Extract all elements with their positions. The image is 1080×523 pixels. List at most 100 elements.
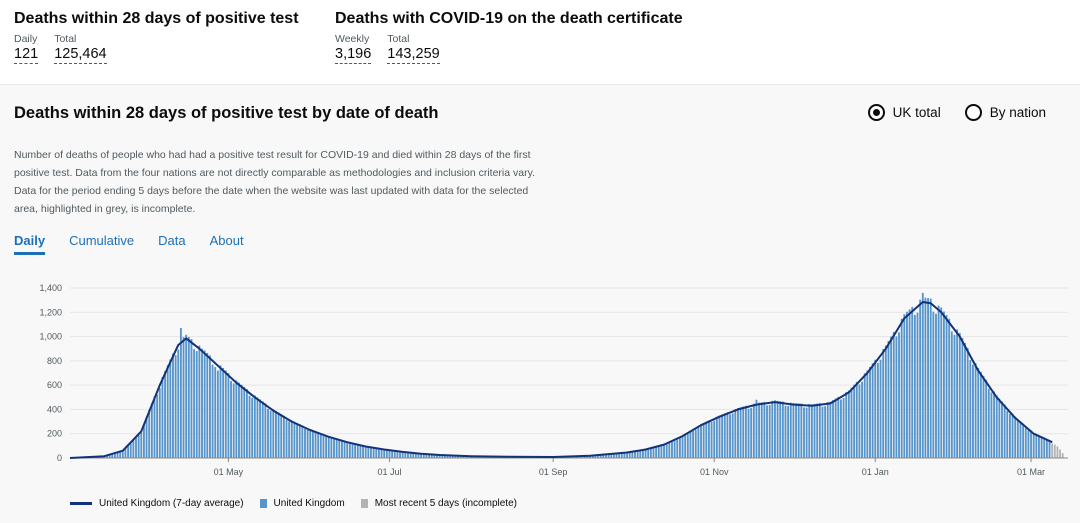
legend-item-average[interactable]: United Kingdom (7-day average) (70, 498, 244, 509)
daily-bar (380, 449, 383, 458)
y-tick-label: 1,200 (39, 307, 62, 317)
daily-bar (845, 392, 848, 458)
daily-bar (219, 365, 222, 458)
daily-bar (977, 367, 980, 458)
metric-value[interactable]: 3,196 (335, 46, 372, 64)
daily-bar (224, 370, 227, 458)
daily-bar (913, 314, 916, 458)
daily-bar (1038, 435, 1040, 458)
x-tick-label: 01 Jan (862, 467, 889, 477)
incomplete-swatch-icon (360, 499, 368, 508)
radio-unselected-icon[interactable] (964, 104, 982, 121)
daily-bar (731, 413, 734, 458)
daily-bar (958, 332, 961, 458)
daily-bar (174, 355, 177, 458)
radio-selected-icon[interactable] (867, 104, 885, 121)
daily-bar (1030, 430, 1032, 458)
daily-bar (591, 455, 594, 458)
daily-bar (150, 403, 153, 458)
daily-bar (908, 309, 911, 458)
daily-bar (433, 454, 436, 458)
daily-bar (177, 349, 180, 458)
daily-bar (438, 454, 441, 458)
daily-bar (884, 345, 887, 458)
daily-bar (705, 421, 708, 458)
daily-bar (364, 446, 367, 458)
daily-bar (401, 451, 404, 458)
daily-bar (671, 440, 673, 458)
tab-data[interactable]: Data (158, 233, 186, 248)
daily-bar (304, 428, 306, 458)
daily-bar (869, 366, 871, 458)
daily-bar (612, 453, 615, 458)
daily-bar (451, 455, 454, 458)
legend-item-daily[interactable]: United Kingdom (259, 498, 345, 509)
daily-bar (702, 422, 705, 458)
daily-bar (1014, 416, 1017, 458)
radio-uk-total[interactable]: UK total (867, 104, 941, 121)
daily-bar (837, 396, 840, 458)
daily-bar (639, 450, 642, 458)
daily-bar (1022, 423, 1025, 458)
daily-bar (330, 436, 333, 458)
daily-bar (903, 314, 906, 458)
daily-bar (1011, 413, 1014, 458)
daily-bar (301, 425, 304, 458)
daily-bar (129, 441, 132, 458)
daily-bar (993, 391, 995, 458)
daily-bar (1032, 432, 1035, 458)
daily-bar (1040, 436, 1043, 458)
daily-bar (985, 379, 988, 458)
legend-item-incomplete[interactable]: Most recent 5 days (incomplete) (360, 498, 517, 509)
x-tick-label: 01 Jul (377, 467, 401, 477)
daily-bar (1048, 440, 1051, 458)
daily-bar (333, 437, 335, 458)
daily-bar (605, 454, 607, 458)
metric-label: Total (387, 33, 410, 45)
daily-bar (586, 455, 589, 458)
tab-daily[interactable]: Daily (14, 233, 46, 255)
daily-bar (119, 451, 122, 458)
daily-bar (206, 352, 209, 458)
metric-value[interactable]: 125,464 (54, 46, 107, 64)
daily-bar (987, 388, 990, 458)
daily-bar (657, 446, 660, 458)
metric-value[interactable]: 121 (14, 46, 39, 64)
daily-bar (459, 455, 462, 458)
daily-bar (399, 451, 401, 458)
tab-cumulative[interactable]: Cumulative (69, 233, 135, 248)
daily-bar (998, 398, 1001, 458)
daily-bar (700, 424, 702, 458)
daily-bar (935, 313, 937, 458)
daily-bar (124, 447, 127, 458)
daily-bar (784, 405, 787, 458)
daily-bar (370, 447, 372, 458)
daily-bar (855, 381, 858, 458)
daily-bar (396, 451, 399, 458)
daily-bar (227, 372, 230, 458)
daily-bar (1016, 419, 1019, 458)
daily-bar (774, 400, 776, 458)
y-tick-label: 600 (47, 380, 62, 390)
radio-label: UK total (892, 105, 941, 120)
chart-legend: United Kingdom (7-day average) United Ki… (70, 498, 533, 509)
daily-bar (858, 384, 861, 458)
daily-bar (335, 438, 338, 458)
daily-bar (890, 336, 893, 458)
tab-about[interactable]: About (209, 233, 244, 248)
daily-bar (269, 410, 272, 458)
daily-bar (758, 402, 761, 458)
y-tick-label: 400 (47, 404, 62, 414)
daily-bar (665, 442, 668, 458)
daily-bar (230, 381, 232, 458)
metric-value[interactable]: 143,259 (387, 46, 440, 64)
daily-bar (599, 455, 602, 458)
daily-bar (634, 451, 636, 458)
legend-label: Most recent 5 days (incomplete) (374, 498, 517, 509)
daily-bar (797, 403, 800, 458)
daily-bar (789, 402, 792, 458)
radio-by-nation[interactable]: By nation (964, 104, 1046, 121)
daily-bar (341, 441, 343, 458)
daily-bar (298, 424, 301, 458)
daily-bar (201, 348, 203, 458)
